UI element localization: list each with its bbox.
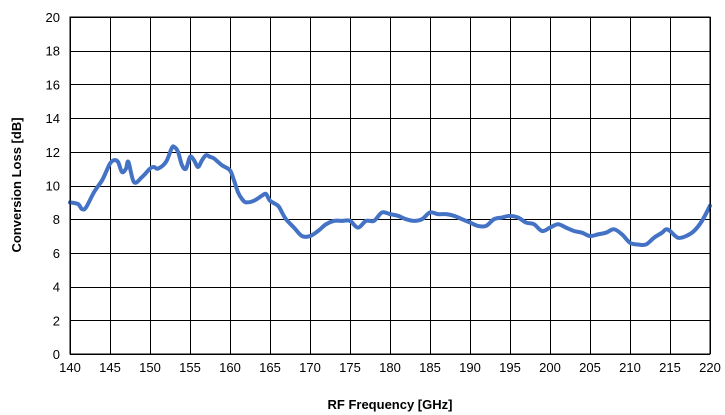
y-tick-label: 12 — [46, 145, 60, 160]
x-tick-label: 165 — [259, 360, 281, 375]
x-tick-label: 180 — [379, 360, 401, 375]
x-axis-title: RF Frequency [GHz] — [328, 397, 453, 412]
x-tick-label: 190 — [459, 360, 481, 375]
y-tick-label: 6 — [53, 246, 60, 261]
x-tick-label: 195 — [499, 360, 521, 375]
y-tick-label: 10 — [46, 179, 60, 194]
x-tick-label: 210 — [619, 360, 641, 375]
x-tick-label: 220 — [699, 360, 721, 375]
grid-lines — [70, 17, 711, 355]
y-tick-label: 0 — [53, 347, 60, 362]
x-tick-label: 155 — [179, 360, 201, 375]
x-tick-label: 145 — [99, 360, 121, 375]
conversion-loss-line — [68, 144, 712, 248]
x-tick-label: 175 — [339, 360, 361, 375]
x-tick-label: 215 — [659, 360, 681, 375]
plot-area-border — [69, 16, 711, 355]
x-tick-label: 160 — [219, 360, 241, 375]
y-tick-label: 8 — [53, 212, 60, 227]
y-tick-label: 20 — [46, 10, 60, 25]
y-axis-tick-labels: 0 2 4 6 8 10 12 14 16 18 20 — [46, 10, 60, 362]
y-axis-title: Conversion Loss [dB] — [9, 117, 24, 252]
y-tick-label: 4 — [53, 280, 60, 295]
series-layer — [68, 144, 712, 248]
y-tick-label: 14 — [46, 111, 60, 126]
y-tick-label: 2 — [53, 313, 60, 328]
x-tick-label: 150 — [139, 360, 161, 375]
x-tick-label: 200 — [539, 360, 561, 375]
x-tick-label: 170 — [299, 360, 321, 375]
x-axis-tick-labels: 140 145 150 155 160 165 170 175 180 185 190 195 200 2… — [59, 360, 721, 375]
y-tick-label: 18 — [46, 44, 60, 59]
x-tick-label: 205 — [579, 360, 601, 375]
x-tick-label: 140 — [59, 360, 81, 375]
x-tick-label: 185 — [419, 360, 441, 375]
y-tick-label: 16 — [46, 77, 60, 92]
